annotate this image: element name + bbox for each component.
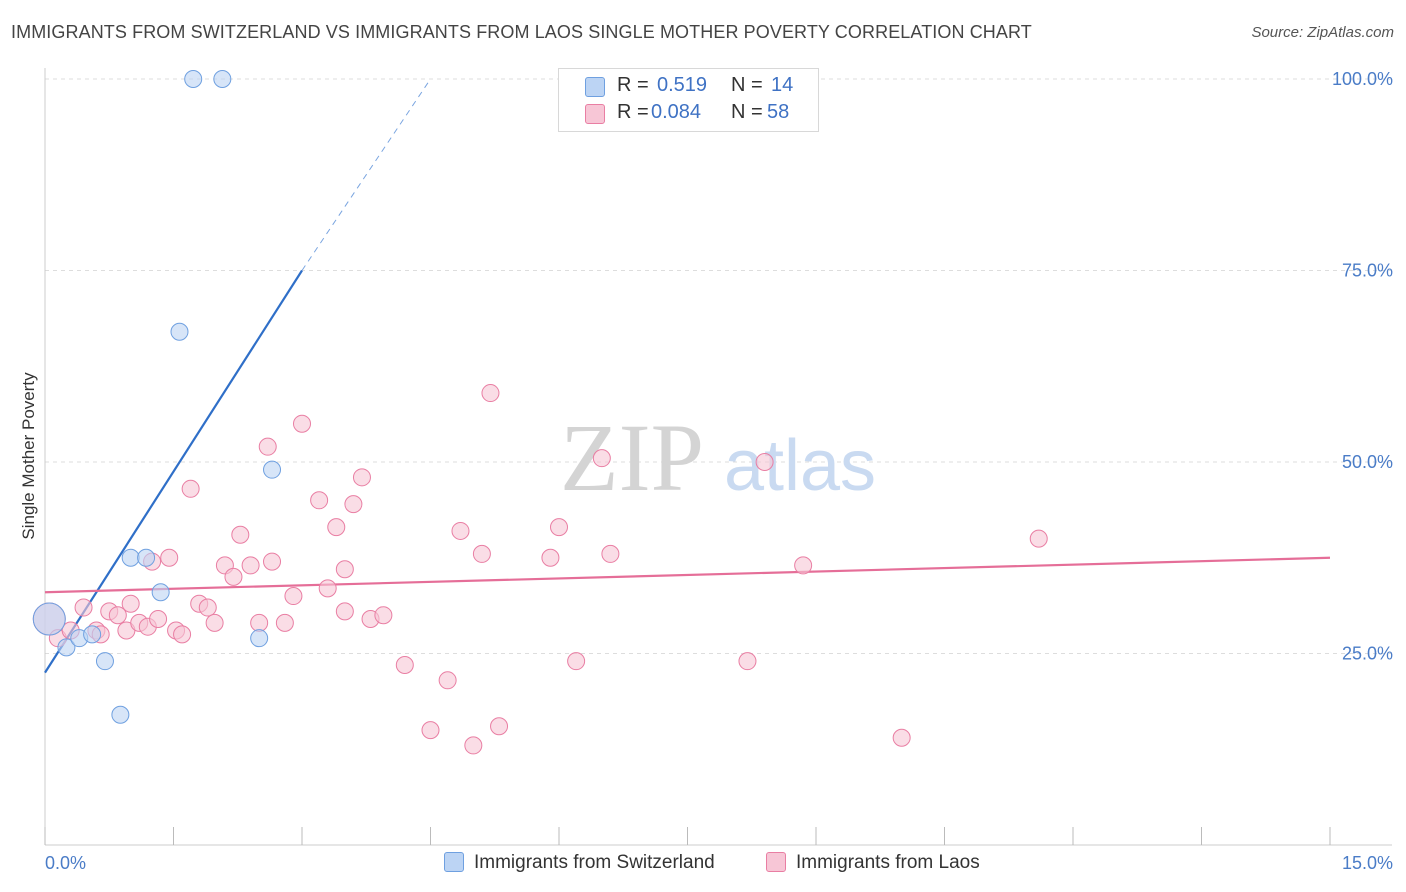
legend-r-label: R = [617, 101, 649, 123]
point-laos [755, 453, 774, 471]
point-laos [374, 606, 393, 625]
x-tick-label: 0.0% [45, 853, 86, 873]
point-switzerland [170, 322, 189, 341]
point-laos [335, 602, 354, 621]
point-switzerland [111, 705, 130, 724]
y-tick-label: 25.0% [1342, 644, 1393, 664]
legend-n-label: N = [731, 101, 763, 123]
legend-r-label: R = [617, 74, 649, 96]
point-laos [464, 736, 483, 755]
point-laos [490, 717, 509, 736]
trendline-switzerland-extension [301, 78, 431, 271]
point-laos [250, 613, 269, 632]
point-laos [108, 606, 127, 625]
point-laos [1029, 529, 1048, 548]
source-label: Source: ZipAtlas.com [1251, 24, 1394, 41]
point-laos [258, 437, 277, 456]
bottom-legend-label-switzerland: Immigrants from Switzerland [474, 852, 715, 873]
point-laos [481, 384, 500, 403]
y-axis-label: Single Mother Poverty [19, 372, 38, 540]
bottom-legend-label-laos: Immigrants from Laos [796, 852, 980, 873]
point-laos [293, 414, 311, 433]
point-laos [472, 544, 491, 563]
point-laos [592, 449, 611, 468]
legend-n-value: 58 [767, 101, 790, 123]
legend-swatch-switzerland [585, 77, 605, 97]
point-switzerland [184, 70, 203, 88]
bottom-legend-swatch-laos [766, 852, 786, 872]
point-laos [395, 655, 414, 674]
point-laos [421, 721, 440, 740]
watermark-atlas: atlas [724, 426, 876, 506]
y-tick-label: 50.0% [1342, 452, 1393, 472]
point-laos [327, 518, 346, 537]
point-laos [160, 548, 179, 567]
watermark: ZIP atlas [560, 404, 876, 511]
y-tick-label: 100.0% [1332, 69, 1393, 89]
legend-r-value: 0.519 [657, 74, 708, 96]
point-laos [263, 552, 282, 571]
legend-r-value: 0.084 [651, 101, 702, 123]
point-laos [173, 625, 192, 644]
point-switzerland [32, 602, 66, 636]
point-laos [181, 479, 200, 498]
bottom-legend-laos: Immigrants from Laos [766, 852, 980, 874]
point-laos [601, 544, 620, 563]
point-switzerland [83, 625, 102, 644]
legend-n-label: N = [731, 74, 763, 96]
point-laos [224, 567, 243, 586]
point-laos [794, 556, 813, 575]
legend-n-value: 14 [771, 74, 794, 96]
point-laos [149, 610, 168, 629]
chart-title: IMMIGRANTS FROM SWITZERLAND VS IMMIGRANT… [11, 22, 1032, 42]
point-laos [121, 594, 140, 613]
bottom-legend-switzerland: Immigrants from Switzerland [444, 852, 715, 874]
point-laos [550, 518, 568, 537]
point-laos [738, 652, 757, 671]
point-laos [567, 652, 586, 671]
labels-layer: 25.0% 50.0% 75.0% 100.0% 0.0% 15.0% Single Mot… [19, 69, 1393, 873]
point-laos [451, 521, 470, 540]
point-laos [231, 525, 250, 544]
point-laos [198, 598, 217, 617]
point-laos [310, 491, 329, 510]
point-switzerland [95, 652, 114, 671]
point-laos [335, 560, 354, 579]
y-tick-label: 75.0% [1342, 261, 1393, 281]
point-laos [438, 671, 457, 690]
point-laos [318, 579, 337, 598]
point-laos [205, 613, 224, 632]
point-switzerland [137, 548, 156, 567]
point-switzerland [151, 583, 170, 602]
point-laos [344, 495, 363, 514]
legend: R = 0.519 N = 14 R = 0.084 N = 58 [558, 68, 819, 132]
point-switzerland [121, 548, 140, 567]
legend-swatch-laos [585, 104, 605, 124]
point-laos [241, 556, 260, 575]
trendline-laos [44, 556, 1331, 594]
bottom-legend-swatch-switzerland [444, 852, 464, 872]
point-laos [541, 548, 560, 567]
point-switzerland [250, 629, 269, 648]
points-layer [32, 70, 1048, 755]
point-laos [74, 598, 93, 617]
x-tick-label: 15.0% [1342, 853, 1393, 873]
point-switzerland [213, 70, 232, 88]
point-switzerland [263, 460, 282, 479]
axes-layer [44, 68, 1392, 846]
point-laos [892, 728, 911, 747]
watermark-zip: ZIP [560, 404, 704, 511]
point-laos [352, 468, 371, 487]
point-laos [284, 587, 303, 606]
point-switzerland [57, 638, 76, 657]
point-laos [275, 613, 294, 632]
